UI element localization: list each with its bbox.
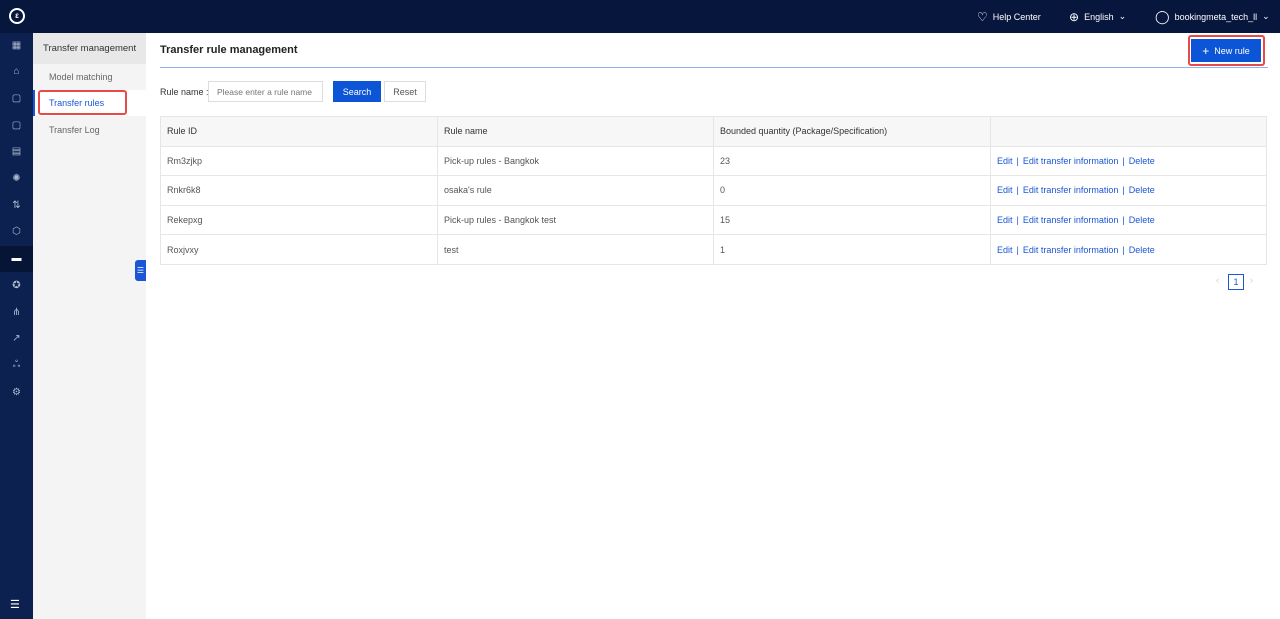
rule-name: Pick-up rules - Bangkok test xyxy=(437,204,714,236)
submenu-item-transfer-rules[interactable]: Transfer rules xyxy=(33,90,146,116)
row-actions: Edit | Edit transfer information | Delete xyxy=(990,145,1267,177)
bounded-quantity: 15 xyxy=(713,204,991,236)
rule-name-label: Rule name : xyxy=(160,87,209,97)
rule-name-input[interactable] xyxy=(208,81,323,102)
separator: | xyxy=(1016,244,1019,255)
separator: | xyxy=(1016,215,1019,226)
bag-alt-icon[interactable]: ▢ xyxy=(11,119,22,131)
col-rule-name: Rule name xyxy=(437,116,714,147)
prev-page-button[interactable]: ‹ xyxy=(1216,275,1219,285)
help-center-link[interactable]: ♡ Help Center xyxy=(977,9,1041,24)
highlight-box xyxy=(1188,35,1265,66)
menu-toggle-icon[interactable]: ☰ xyxy=(10,599,20,611)
home-icon[interactable]: ⌂ xyxy=(13,66,20,78)
col-bounded-quantity: Bounded quantity (Package/Specification) xyxy=(713,116,991,147)
bounded-quantity: 0 xyxy=(713,175,991,206)
chart-icon[interactable]: ↗ xyxy=(12,333,21,345)
search-button[interactable]: Search xyxy=(333,81,381,102)
package-icon[interactable]: ⬡ xyxy=(12,226,21,238)
settings-gear-icon[interactable]: ✺ xyxy=(12,173,21,184)
icon-rail: ▦ ⌂ ▢ ▢ ▤ ✺ ⇅ ⬡ ▬ ✪ ⋔ ↗ ஃ ⚙ xyxy=(0,33,33,619)
edit-transfer-info-link[interactable]: Edit transfer information xyxy=(1022,215,1119,226)
car-icon[interactable]: ▬ xyxy=(0,245,33,272)
edit-link[interactable]: Edit xyxy=(997,155,1013,166)
grid-icon[interactable]: ▦ xyxy=(11,39,22,51)
logo-icon[interactable]: ε xyxy=(9,8,25,24)
page-title: Transfer rule management xyxy=(160,44,298,56)
separator: | xyxy=(1122,155,1125,166)
separator: | xyxy=(1122,185,1125,196)
table-row: Roxjvxy test 1 Edit | Edit transfer informati… xyxy=(160,234,1267,265)
table-header: Rule ID Rule name Bounded quantity (Pack… xyxy=(160,116,1267,147)
title-divider xyxy=(160,67,1268,68)
col-actions xyxy=(990,116,1267,147)
page-1-button[interactable]: 1 xyxy=(1228,274,1244,290)
highlight-box xyxy=(38,90,127,115)
globe-icon: ⊕ xyxy=(1069,9,1080,24)
bounded-quantity: 23 xyxy=(713,145,991,177)
network-icon[interactable]: ⋔ xyxy=(12,306,21,318)
rules-table: Rule ID Rule name Bounded quantity (Pack… xyxy=(160,116,1267,265)
submenu: Transfer management Model matching Trans… xyxy=(33,33,146,619)
lightbulb-icon: ♡ xyxy=(977,9,988,24)
edit-link[interactable]: Edit xyxy=(997,215,1013,226)
submenu-title: Transfer management xyxy=(33,33,146,64)
rule-id: Roxjvxy xyxy=(160,234,438,265)
plus-icon: + xyxy=(1202,43,1210,58)
delete-link[interactable]: Delete xyxy=(1128,185,1155,196)
reset-button[interactable]: Reset xyxy=(384,81,426,102)
row-actions: Edit | Edit transfer information | Delete xyxy=(990,175,1267,206)
chevron-down-icon: ⌄ xyxy=(1118,11,1127,21)
bag-icon[interactable]: ▢ xyxy=(11,92,22,104)
edit-link[interactable]: Edit xyxy=(997,244,1013,255)
delete-link[interactable]: Delete xyxy=(1128,215,1155,226)
rule-id: Rm3zjkp xyxy=(160,145,438,177)
cog-icon[interactable]: ⚙ xyxy=(12,386,21,398)
edit-transfer-info-link[interactable]: Edit transfer information xyxy=(1022,155,1119,166)
award-icon[interactable]: ✪ xyxy=(12,279,21,291)
delete-link[interactable]: Delete xyxy=(1128,244,1155,255)
submenu-item-model-matching[interactable]: Model matching xyxy=(49,72,113,82)
table-row: Rm3zjkp Pick-up rules - Bangkok 23 Edit | Edi… xyxy=(160,145,1267,177)
chevron-down-icon: ⌄ xyxy=(1262,11,1270,21)
separator: | xyxy=(1122,215,1125,226)
user-icon: ◯ xyxy=(1155,8,1170,24)
new-rule-button[interactable]: + New rule xyxy=(1191,39,1261,62)
route-icon[interactable]: ⇅ xyxy=(12,199,21,211)
table-row: Rnkr6k8 osaka's rule 0 Edit | Edit transfer i… xyxy=(160,175,1267,206)
edit-transfer-info-link[interactable]: Edit transfer information xyxy=(1022,244,1119,255)
collapse-submenu-button[interactable]: ☰ xyxy=(135,260,146,281)
edit-transfer-info-link[interactable]: Edit transfer information xyxy=(1022,185,1119,196)
rule-name: osaka's rule xyxy=(437,175,714,206)
col-rule-id: Rule ID xyxy=(160,116,438,147)
edit-link[interactable]: Edit xyxy=(997,185,1013,196)
row-actions: Edit | Edit transfer information | Delete xyxy=(990,204,1267,236)
rule-name: Pick-up rules - Bangkok xyxy=(437,145,714,177)
next-page-button[interactable]: › xyxy=(1250,275,1253,285)
rule-id: Rekepxg xyxy=(160,204,438,236)
top-bar: ε ♡ Help Center ⊕ English ⌄ ◯ bookingmeta_te… xyxy=(0,0,1280,33)
separator: | xyxy=(1016,155,1019,166)
bounded-quantity: 1 xyxy=(713,234,991,265)
language-select[interactable]: ⊕ English ⌄ xyxy=(1069,9,1127,24)
rule-name: test xyxy=(437,234,714,265)
row-actions: Edit | Edit transfer information | Delete xyxy=(990,234,1267,265)
user-menu[interactable]: ◯ bookingmeta_tech_ll ⌄ xyxy=(1155,8,1270,24)
delete-link[interactable]: Delete xyxy=(1128,155,1155,166)
users-icon[interactable]: ஃ xyxy=(12,359,21,371)
submenu-item-transfer-log[interactable]: Transfer Log xyxy=(49,125,100,135)
separator: | xyxy=(1122,244,1125,255)
separator: | xyxy=(1016,185,1019,196)
clipboard-icon[interactable]: ▤ xyxy=(11,146,22,158)
table-row: Rekepxg Pick-up rules - Bangkok test 15 Edi… xyxy=(160,204,1267,236)
rule-id: Rnkr6k8 xyxy=(160,175,438,206)
